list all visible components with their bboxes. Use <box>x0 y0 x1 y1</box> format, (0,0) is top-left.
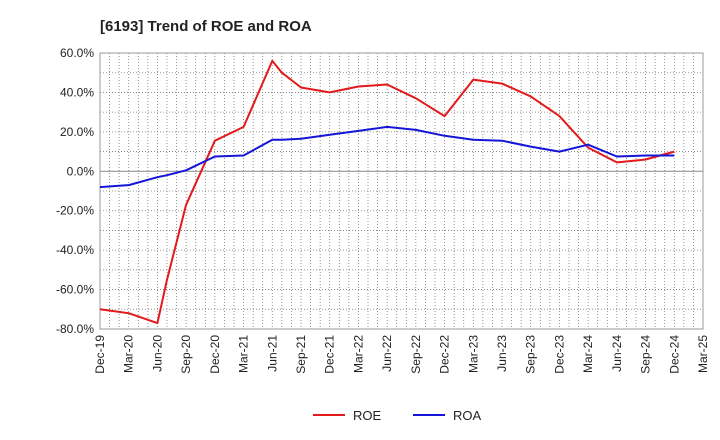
x-tick-label: Sep-24 <box>639 335 653 374</box>
x-tick-label: Jun-23 <box>495 335 509 372</box>
x-tick-label: Mar-20 <box>122 335 136 373</box>
x-tick-label: Dec-23 <box>552 335 566 374</box>
chart-title: [6193] Trend of ROE and ROA <box>100 18 312 35</box>
y-tick-label: -80.0% <box>56 322 94 336</box>
y-tick-label: 0.0% <box>67 164 95 178</box>
x-tick-label: Dec-22 <box>438 335 452 374</box>
x-tick-label: Dec-19 <box>93 335 107 374</box>
x-tick-label: Jun-21 <box>265 335 279 372</box>
legend-label-roe: ROE <box>353 408 382 423</box>
x-tick-label: Mar-23 <box>466 335 480 373</box>
plot-frame <box>99 52 704 330</box>
x-tick-label: Jun-20 <box>150 335 164 372</box>
y-tick-label: -60.0% <box>56 283 94 297</box>
y-tick-label: -20.0% <box>56 204 94 218</box>
y-axis: 60.0% 40.0% 20.0% 0.0% -20.0% -40.0% -60.0% -80… <box>56 46 94 336</box>
series-line-roa <box>99 125 675 189</box>
x-tick-label: Dec-20 <box>208 335 222 374</box>
x-tick-label: Mar-24 <box>581 335 595 373</box>
x-tick-label: Dec-21 <box>323 335 337 374</box>
x-tick-label: Sep-21 <box>294 335 308 374</box>
series-lines <box>99 59 675 325</box>
x-tick-label: Mar-21 <box>237 335 251 373</box>
x-tick-label: Sep-20 <box>179 335 193 374</box>
series-line-roe <box>99 59 675 325</box>
x-tick-label: Dec-24 <box>667 335 681 374</box>
x-tick-label: Mar-22 <box>351 335 365 373</box>
x-tick-label: Jun-24 <box>610 335 624 372</box>
y-tick-label: -40.0% <box>56 243 94 257</box>
x-tick-label: Jun-22 <box>380 335 394 372</box>
legend-label-roa: ROA <box>453 408 482 423</box>
x-tick-label: Sep-22 <box>409 335 423 374</box>
y-tick-label: 20.0% <box>60 125 94 139</box>
x-tick-label: Sep-23 <box>524 335 538 374</box>
y-tick-label: 60.0% <box>60 46 94 60</box>
legend: ROE ROA <box>313 408 482 423</box>
plot-grid <box>100 53 703 329</box>
y-tick-label: 40.0% <box>60 85 94 99</box>
x-tick-label: Mar-25 <box>696 335 710 373</box>
x-axis: Dec-19 Mar-20 Jun-20 Sep-20 Dec-20 Mar-21 Jun-… <box>93 335 710 374</box>
